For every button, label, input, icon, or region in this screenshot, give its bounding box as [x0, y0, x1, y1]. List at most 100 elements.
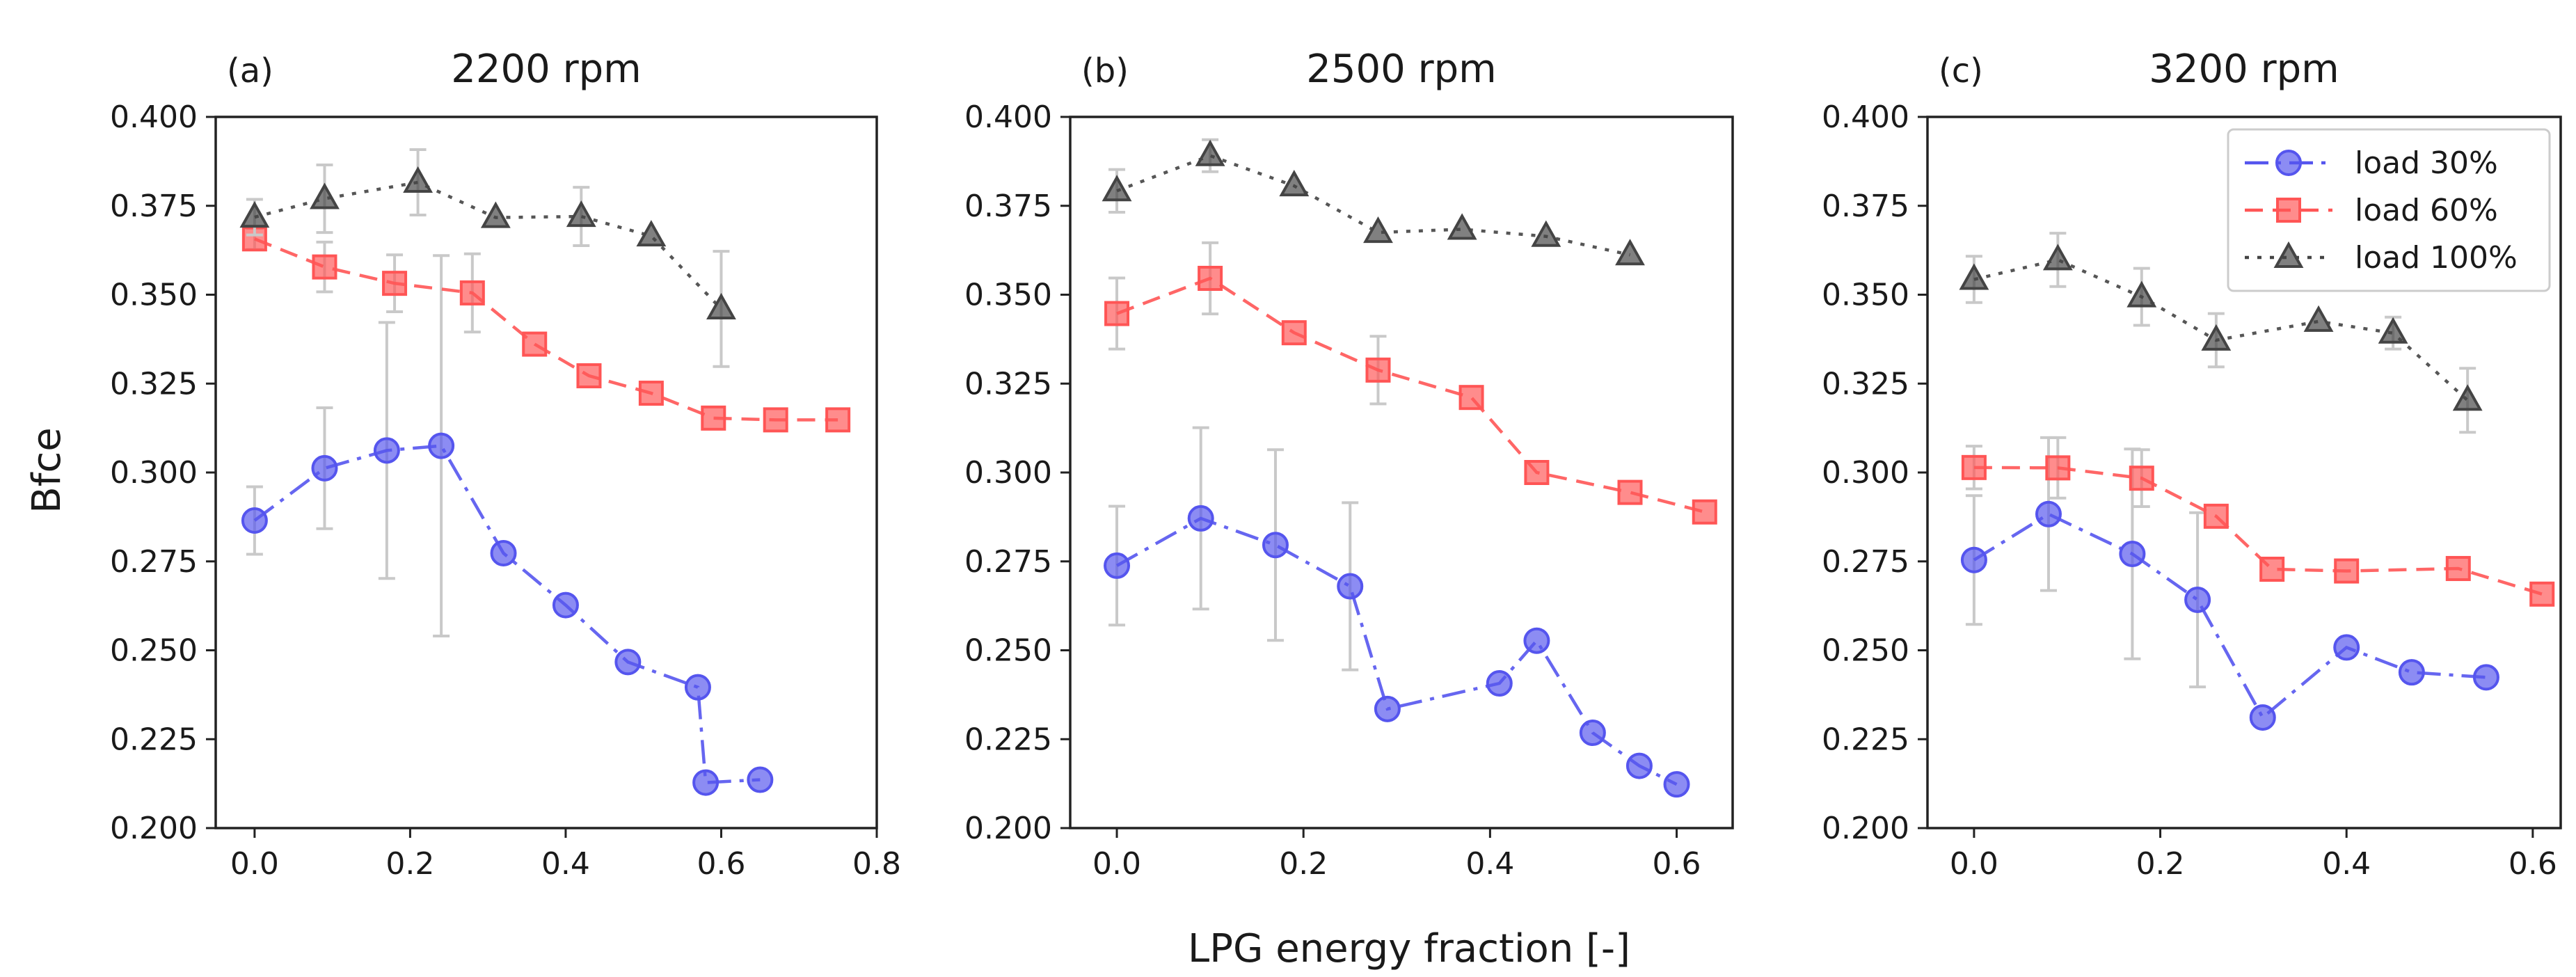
- y-tick-label: 0.350: [1822, 278, 1909, 313]
- data-point: [2042, 244, 2073, 271]
- data-point: [2119, 541, 2146, 568]
- data-point: [2303, 305, 2334, 332]
- data-point: [1281, 320, 1307, 346]
- y-tick-label: 0.375: [1822, 189, 1909, 224]
- data-point: [1102, 175, 1132, 202]
- data-point: [692, 769, 719, 796]
- data-point: [747, 766, 774, 793]
- data-point: [1365, 357, 1391, 383]
- y-tick-label: 0.200: [1822, 811, 1909, 846]
- data-point: [1523, 627, 1550, 654]
- data-point: [1531, 220, 1561, 247]
- data-point: [684, 674, 711, 701]
- y-tick-label: 0.400: [964, 100, 1052, 135]
- data-point: [1262, 532, 1289, 559]
- data-point: [373, 437, 400, 464]
- data-point: [2259, 556, 2285, 582]
- data-point: [636, 220, 667, 247]
- data-point: [1337, 573, 1364, 600]
- data-point: [310, 182, 340, 209]
- y-tick-label: 0.325: [110, 366, 198, 402]
- data-point: [428, 432, 455, 459]
- panel-1: 0.200 0.225 0.250 0.275 0.300 0.325 0.350 0.375…: [964, 47, 1734, 882]
- data-point: [1617, 479, 1643, 505]
- data-point: [2203, 503, 2229, 529]
- x-axis-label: LPG energy fraction [-]: [1188, 926, 1630, 971]
- y-tick-label: 0.250: [110, 633, 198, 669]
- data-point: [576, 363, 602, 389]
- y-tick-label: 0.250: [964, 633, 1052, 669]
- data-point: [701, 405, 726, 431]
- data-point: [459, 280, 485, 305]
- data-point: [2378, 317, 2408, 344]
- x-tick-label: 0.0: [1950, 846, 1998, 882]
- data-point: [2398, 659, 2425, 686]
- y-tick-label: 0.275: [110, 544, 198, 580]
- data-point: [1447, 213, 1477, 240]
- data-point: [638, 381, 664, 406]
- series-line: [1973, 466, 2543, 596]
- y-tick-label: 0.300: [1822, 455, 1909, 491]
- data-point: [2529, 581, 2555, 607]
- panel-title: 3200 rpm: [2149, 47, 2339, 92]
- y-tick-label: 0.350: [964, 278, 1052, 313]
- data-point: [522, 331, 548, 357]
- data-point: [2184, 586, 2211, 613]
- data-point: [825, 407, 851, 433]
- panels: 0.200 0.225 0.250 0.275 0.300 0.325 0.350 0.375…: [110, 47, 2562, 882]
- legend-entry: load 100%: [2355, 240, 2518, 276]
- data-point: [312, 254, 337, 280]
- y-tick-label: 0.250: [1822, 633, 1909, 669]
- y-tick-label: 0.375: [964, 189, 1052, 224]
- data-point: [1961, 454, 1987, 480]
- legend-entry: load 30%: [2355, 145, 2498, 181]
- legend-marker: [2276, 198, 2301, 223]
- data-point: [614, 649, 642, 676]
- panel-0: 0.200 0.225 0.250 0.275 0.300 0.325 0.350 0.375…: [110, 47, 901, 882]
- y-tick-label: 0.400: [1822, 100, 1909, 135]
- x-tick-label: 0.6: [2509, 846, 2557, 882]
- legend: load 30% load 60% load 100%: [2227, 128, 2551, 292]
- y-tick-label: 0.200: [110, 811, 198, 846]
- y-tick-label: 0.225: [110, 722, 198, 757]
- data-point: [1198, 265, 1223, 291]
- legend-marker: [2273, 241, 2304, 268]
- data-point: [239, 201, 270, 228]
- series-line: [253, 444, 761, 784]
- x-tick-label: 0.4: [541, 846, 590, 882]
- legend-box: [2227, 128, 2551, 292]
- series-line: [1973, 512, 2487, 720]
- data-point: [1579, 720, 1606, 747]
- data-point: [2201, 324, 2232, 351]
- panel-title: 2200 rpm: [451, 47, 641, 92]
- x-tick-label: 0.0: [1092, 846, 1141, 882]
- panel-label: (c): [1939, 51, 1983, 90]
- x-tick-label: 0.2: [1279, 846, 1328, 882]
- x-tick-label: 0.0: [230, 846, 279, 882]
- data-point: [1279, 170, 1310, 197]
- data-point: [241, 507, 268, 534]
- data-point: [2045, 455, 2071, 481]
- data-point: [1104, 301, 1130, 326]
- y-tick-label: 0.325: [1822, 366, 1909, 402]
- x-tick-label: 0.2: [2136, 846, 2185, 882]
- panel-2: 0.200 0.225 0.250 0.275 0.300 0.325 0.350 0.375…: [1822, 47, 2562, 882]
- data-point: [2129, 466, 2154, 491]
- data-point: [1104, 552, 1131, 579]
- data-point: [566, 200, 596, 228]
- data-point: [2126, 280, 2157, 308]
- panel-label: (b): [1081, 51, 1129, 90]
- y-tick-label: 0.300: [964, 455, 1052, 491]
- series-line: [1115, 516, 1678, 786]
- series-line: [254, 237, 838, 422]
- data-point: [2452, 384, 2483, 411]
- data-point: [382, 271, 408, 296]
- y-tick-label: 0.275: [1822, 544, 1909, 580]
- data-point: [1959, 263, 1989, 290]
- panel-title: 2500 rpm: [1306, 47, 1496, 92]
- data-point: [311, 454, 338, 482]
- data-point: [1692, 499, 1717, 525]
- data-point: [2472, 664, 2499, 691]
- data-point: [1374, 695, 1401, 722]
- panel-label: (a): [227, 51, 273, 90]
